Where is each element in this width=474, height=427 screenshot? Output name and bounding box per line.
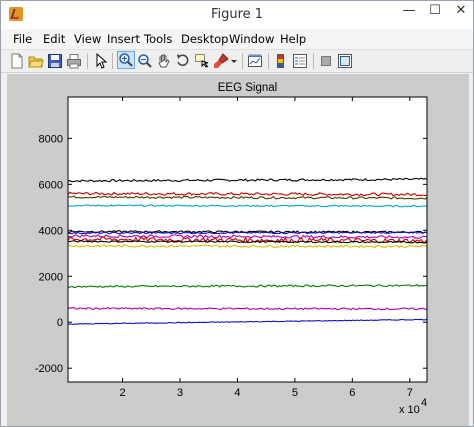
y-tick-label: 8000 bbox=[39, 133, 63, 145]
menu-window[interactable]: Window bbox=[229, 32, 275, 46]
chart-title: EEG Signal bbox=[218, 82, 277, 94]
zoom-in-icon bbox=[119, 53, 133, 67]
x-axis-multiplier: x 10 bbox=[399, 404, 420, 416]
eeg-series-line-11 bbox=[67, 284, 428, 289]
colorbar-icon[interactable] bbox=[273, 53, 289, 69]
menu-edit[interactable]: Edit bbox=[43, 32, 66, 46]
eeg-series-line-13 bbox=[67, 318, 428, 325]
edit-plot-arrow-icon[interactable] bbox=[93, 53, 109, 69]
menu-insert[interactable]: Insert bbox=[107, 32, 140, 46]
toolbar-separator bbox=[268, 53, 269, 69]
y-tick-label: -2000 bbox=[35, 363, 63, 375]
close-button[interactable]: ✕ bbox=[455, 3, 467, 18]
eeg-series-line-2 bbox=[67, 191, 428, 197]
save-icon[interactable] bbox=[47, 53, 63, 69]
open-file-icon[interactable] bbox=[28, 53, 44, 69]
eeg-series-line-9 bbox=[67, 240, 428, 244]
new-figure-icon[interactable] bbox=[9, 53, 25, 69]
y-tick-label: 2000 bbox=[39, 271, 63, 283]
figure-toolbar bbox=[1, 49, 473, 73]
brush-icon[interactable] bbox=[213, 53, 229, 69]
toolbar-separator bbox=[313, 53, 314, 69]
data-cursor-icon[interactable] bbox=[194, 53, 210, 69]
menu-bar: File Edit View Insert Tools Desktop Wind… bbox=[1, 29, 473, 49]
eeg-plot[interactable]: EEG Signal 2 3 4 5 6 7 -2000 0 2000 4000 6000 8000 x … bbox=[7, 74, 469, 427]
x-tick-label: 6 bbox=[349, 387, 355, 399]
zoom-out-icon[interactable] bbox=[137, 53, 153, 69]
eeg-series-line-12 bbox=[67, 306, 428, 311]
menu-help[interactable]: Help bbox=[280, 32, 307, 46]
figure-canvas: EEG Signal 2 3 4 5 6 7 -2000 0 2000 4000 6000 8000 x … bbox=[7, 74, 469, 427]
brush-dropdown-icon[interactable] bbox=[230, 53, 246, 69]
link-plot-icon[interactable] bbox=[247, 53, 263, 69]
eeg-series-line-3 bbox=[67, 195, 428, 200]
y-tick-label: 6000 bbox=[39, 179, 63, 191]
x-axis-multiplier-exponent: 4 bbox=[421, 397, 427, 409]
eeg-series-line-7 bbox=[67, 233, 428, 239]
toolbar-separator bbox=[242, 53, 243, 69]
x-tick-label: 3 bbox=[177, 387, 183, 399]
print-icon[interactable] bbox=[66, 53, 82, 69]
toolbar-separator bbox=[112, 53, 113, 69]
maximize-button[interactable]: ☐ bbox=[429, 3, 441, 18]
x-tick-label: 7 bbox=[407, 387, 413, 399]
menu-tools[interactable]: Tools bbox=[144, 32, 173, 46]
pan-hand-icon[interactable] bbox=[156, 53, 172, 69]
zoom-in-active-frame[interactable] bbox=[117, 51, 135, 69]
menu-file[interactable]: File bbox=[13, 32, 33, 46]
matlab-logo-icon bbox=[9, 7, 23, 21]
eeg-series-line-6 bbox=[67, 231, 428, 235]
window-title: Figure 1 bbox=[210, 7, 264, 22]
show-plot-tools-icon[interactable] bbox=[337, 53, 353, 69]
x-tick-label: 4 bbox=[234, 387, 240, 399]
minimize-button[interactable]: — bbox=[402, 3, 416, 18]
title-bar: Figure 1 — ☐ ✕ bbox=[1, 1, 473, 29]
menu-desktop[interactable]: Desktop bbox=[181, 32, 229, 46]
menu-view[interactable]: View bbox=[74, 32, 102, 46]
hide-plot-tools-icon[interactable] bbox=[318, 53, 334, 69]
y-tick-label: 4000 bbox=[39, 225, 63, 237]
rotate-3d-icon[interactable] bbox=[175, 53, 191, 69]
eeg-series-line-10 bbox=[67, 244, 427, 249]
legend-icon[interactable] bbox=[292, 53, 308, 69]
axes-frame bbox=[67, 96, 428, 383]
eeg-series-line-1 bbox=[67, 177, 428, 183]
x-tick-label: 2 bbox=[120, 387, 126, 399]
y-tick-label: 0 bbox=[57, 317, 63, 329]
eeg-series-line-4 bbox=[67, 204, 428, 208]
x-tick-label: 5 bbox=[292, 387, 298, 399]
toolbar-separator bbox=[87, 53, 88, 69]
